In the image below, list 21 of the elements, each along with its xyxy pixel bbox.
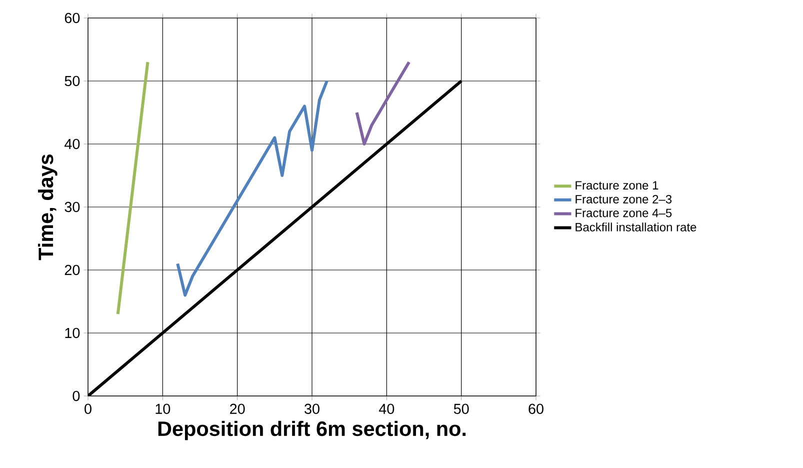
legend-label: Backfill installation rate <box>576 222 696 232</box>
legend-label: Fracture zone 4–5 <box>576 208 672 218</box>
x-tick-label: 50 <box>454 404 469 414</box>
y-tick-label: 60 <box>64 12 80 24</box>
y-axis-title: Time, days <box>38 154 58 260</box>
line-series <box>355 60 411 146</box>
y-tick-label: 40 <box>64 138 80 150</box>
x-tick-label: 60 <box>528 404 544 414</box>
y-tick-label: 0 <box>72 390 80 402</box>
x-tick-label: 40 <box>378 404 394 414</box>
y-tick-label: 20 <box>64 264 80 276</box>
y-tick-label: 50 <box>64 76 80 86</box>
legend-label: Fracture zone 2–3 <box>576 194 672 204</box>
x-axis-title: Deposition drift 6m section, no. <box>158 420 466 440</box>
x-tick-label: 20 <box>230 404 245 414</box>
x-tick-label: 0 <box>84 404 92 414</box>
y-tick-label: 30 <box>64 202 80 212</box>
x-tick-label: 10 <box>156 404 170 414</box>
y-tick-label: 10 <box>65 328 80 338</box>
legend-label: Fracture zone 1 <box>576 181 658 190</box>
x-tick-label: 30 <box>304 404 320 414</box>
